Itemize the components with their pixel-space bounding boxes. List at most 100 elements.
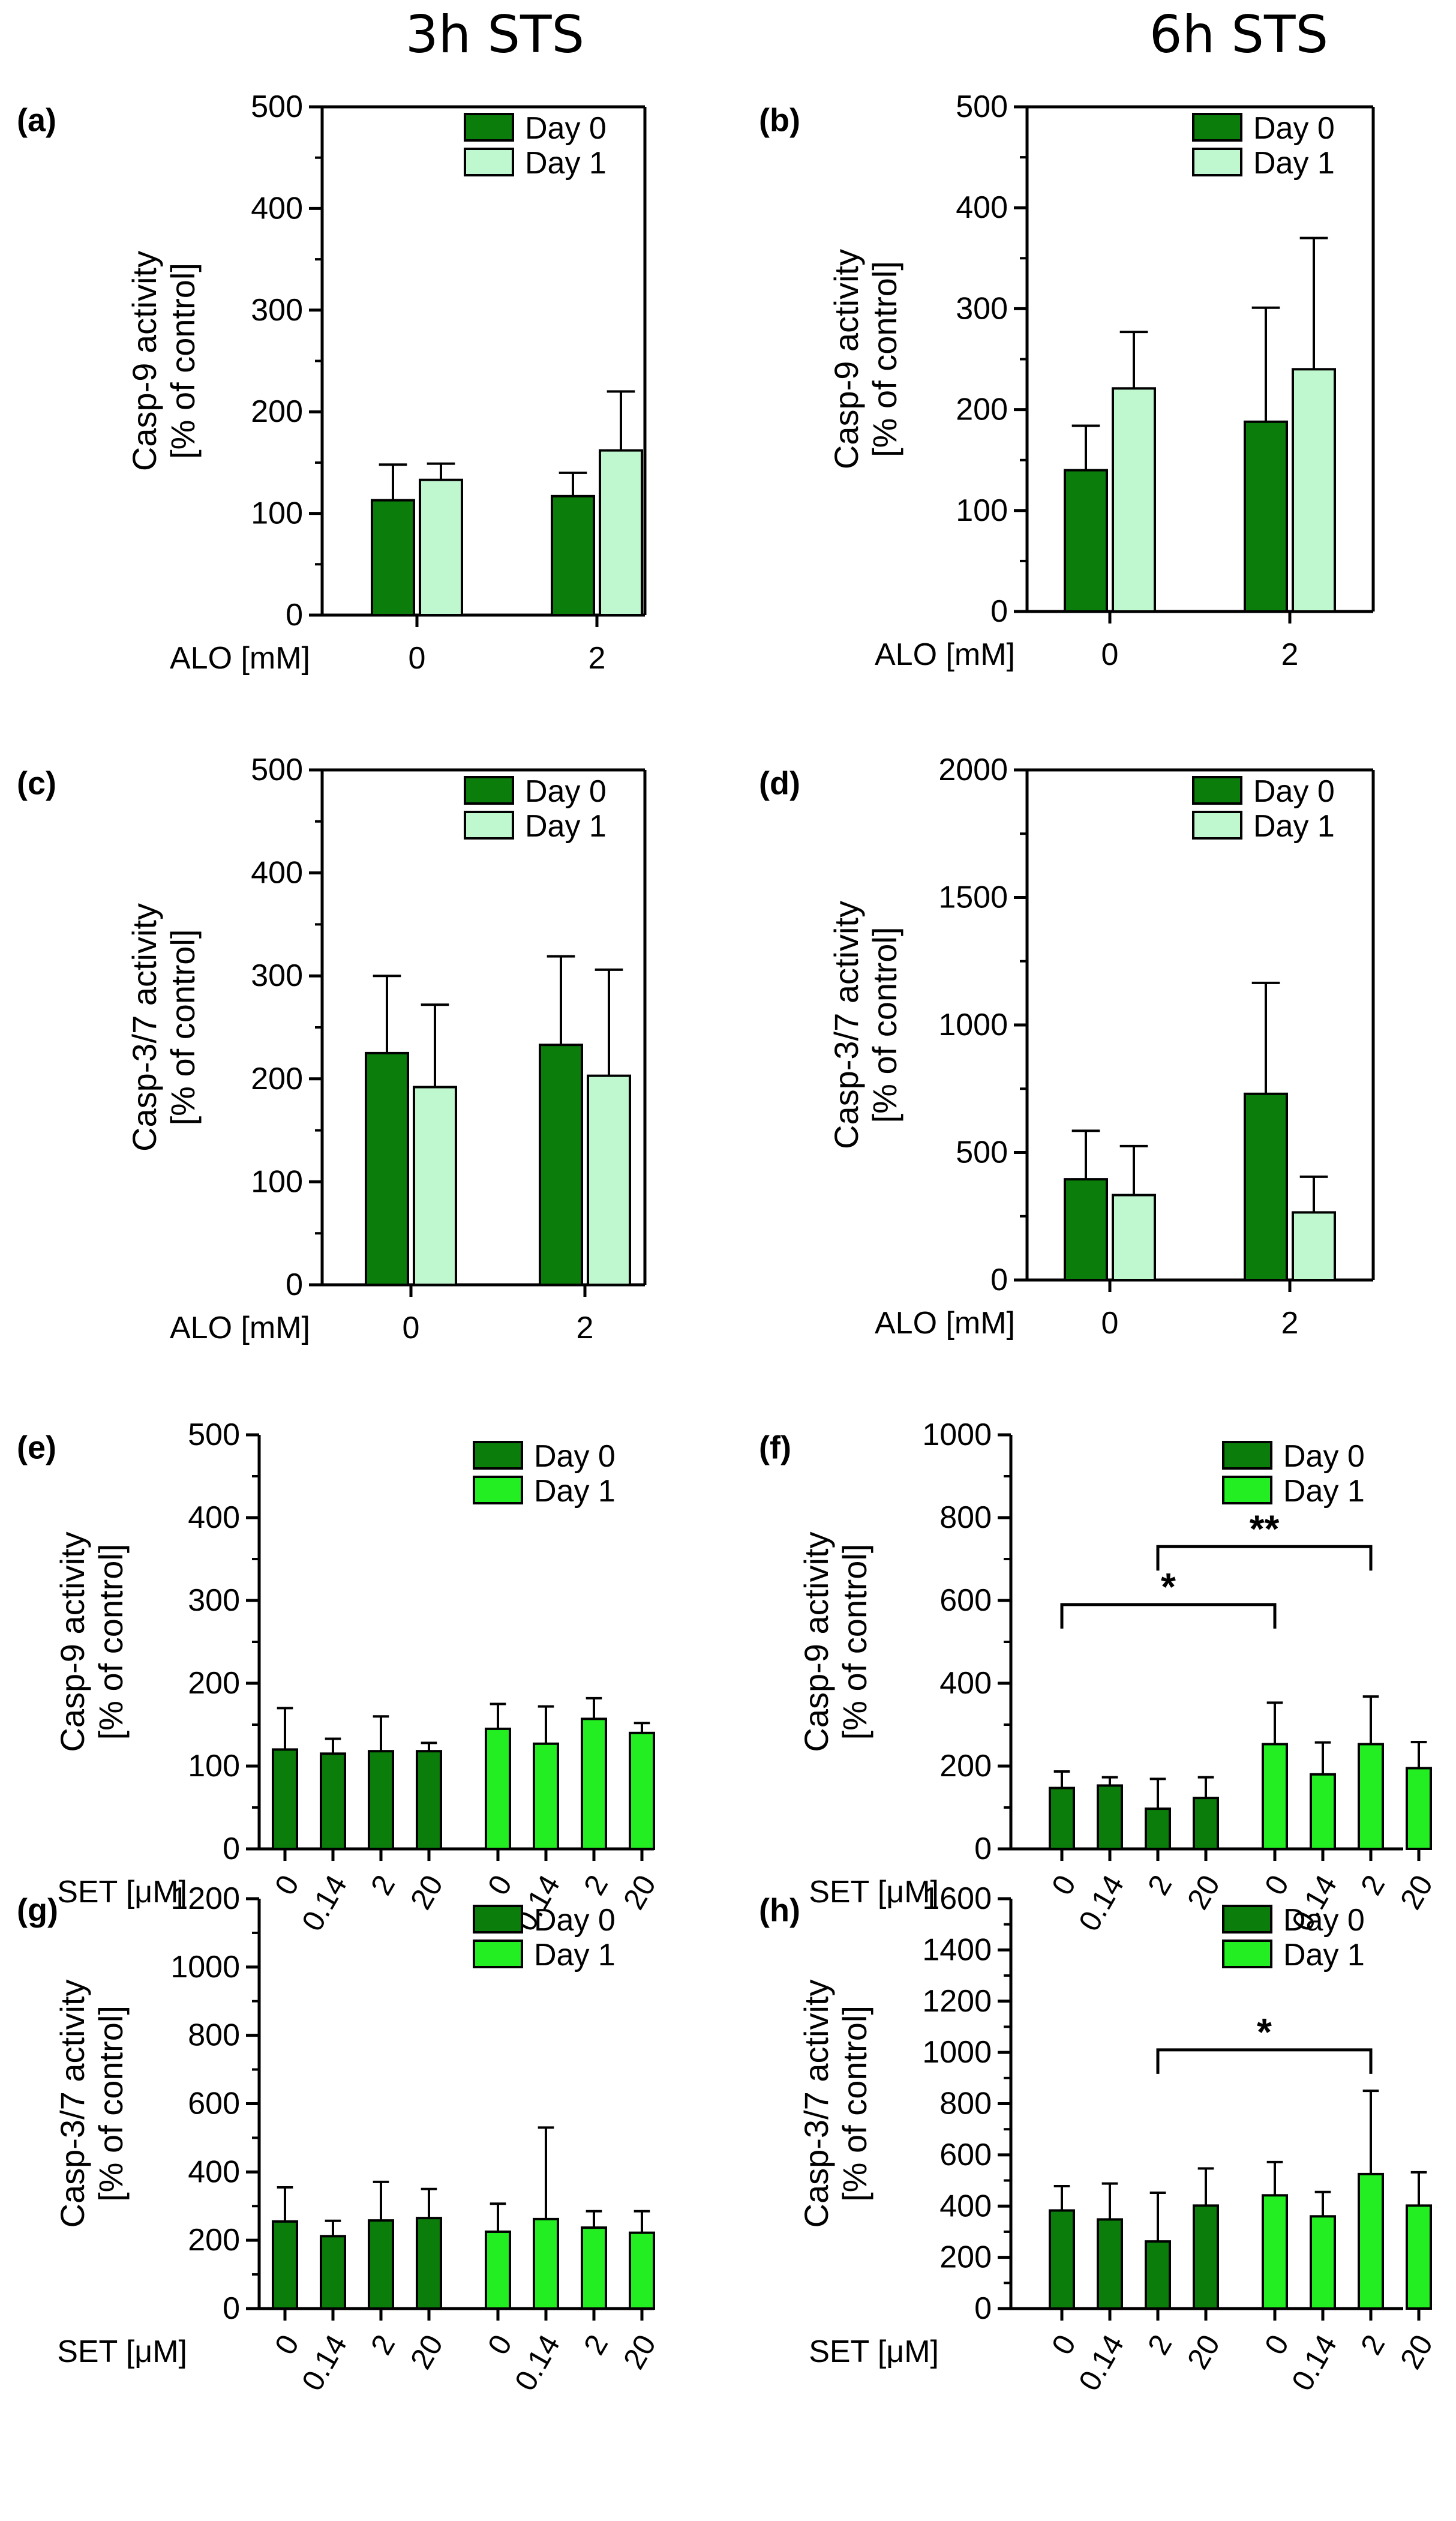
- bar: [551, 494, 595, 616]
- y-tick-label: 500: [251, 753, 303, 787]
- x-tick-label: 0: [1258, 2329, 1295, 2360]
- legend-label: Day 0: [1253, 774, 1335, 809]
- y-tick-label: 300: [188, 1583, 240, 1618]
- bar: [1262, 2194, 1288, 2310]
- y-tick-label: 300: [251, 958, 303, 993]
- y-tick-label: 0: [990, 1263, 1008, 1297]
- bar: [1064, 1178, 1108, 1281]
- y-tick-label: 1200: [922, 1984, 992, 2019]
- bar: [416, 2217, 442, 2310]
- y-tick-label: 0: [286, 1267, 303, 1302]
- legend-label: Day 0: [1283, 1903, 1365, 1938]
- bar: [416, 1750, 442, 1850]
- y-tick-label: 600: [939, 2138, 992, 2172]
- legend-label: Day 1: [525, 809, 607, 844]
- bar: [1262, 1743, 1288, 1850]
- bar: [1244, 420, 1288, 613]
- legend-label: Day 1: [1283, 1938, 1365, 1973]
- legend-label: Day 0: [1253, 111, 1335, 146]
- bar: [371, 499, 415, 616]
- x-tick-label: 0: [1045, 1869, 1082, 1901]
- bar: [1292, 1211, 1336, 1281]
- x-tick-label: 2: [364, 2329, 401, 2360]
- x-tick-label: 20: [404, 1869, 449, 1915]
- y-tick-label: 400: [188, 1500, 240, 1535]
- y-tick-label: 400: [956, 190, 1008, 225]
- y-axis-title-unit: [% of control]: [92, 1544, 130, 1740]
- y-tick-label: 100: [251, 1164, 303, 1199]
- bar: [1193, 1797, 1219, 1850]
- column-title-6h: 6h STS: [1149, 5, 1329, 65]
- y-tick-label: 300: [251, 293, 303, 328]
- x-axis-title: ALO [mM]: [875, 637, 1015, 672]
- x-tick-label: 2: [577, 1311, 594, 1345]
- y-tick-label: 0: [286, 598, 303, 633]
- x-tick-label: 0.14: [295, 2329, 353, 2396]
- y-tick-label: 0: [990, 594, 1008, 629]
- y-tick-label: 1400: [922, 1932, 992, 1967]
- y-tick-label: 100: [251, 496, 303, 531]
- y-tick-label: 800: [939, 2087, 992, 2121]
- bar: [1244, 1092, 1288, 1281]
- y-tick-label: 200: [188, 1666, 240, 1701]
- x-axis-title: SET [μM]: [809, 1875, 939, 1910]
- legend-swatch: [464, 776, 514, 805]
- y-tick-label: 200: [939, 2240, 992, 2275]
- y-tick-label: 500: [956, 89, 1008, 124]
- x-tick-label: 2: [589, 641, 606, 676]
- y-axis-title: Casp-3/7 activity: [125, 903, 163, 1152]
- legend-swatch: [1192, 776, 1242, 805]
- legend-swatch: [1192, 148, 1242, 176]
- y-tick-label: 400: [251, 191, 303, 226]
- y-tick-label: 200: [251, 394, 303, 429]
- y-tick-label: 300: [956, 291, 1008, 326]
- bar: [485, 1727, 511, 1850]
- x-axis-title: ALO [mM]: [875, 1306, 1015, 1341]
- y-tick-label: 1000: [922, 1417, 992, 1452]
- x-axis-title: SET [μM]: [57, 1875, 187, 1910]
- x-tick-label: 20: [1394, 2329, 1439, 2375]
- y-axis-title-unit: [% of control]: [164, 930, 202, 1126]
- legend-label: Day 1: [1253, 809, 1335, 844]
- bar: [1049, 2209, 1075, 2310]
- legend-swatch: [1222, 1441, 1272, 1470]
- bar: [1049, 1786, 1075, 1851]
- bar: [365, 1051, 409, 1287]
- y-tick-label: 1000: [938, 1008, 1008, 1042]
- legend-swatch: [473, 1940, 523, 1968]
- bar: [413, 1086, 457, 1286]
- y-axis-title-unit: [% of control]: [866, 927, 903, 1123]
- panel-label: (f): [759, 1429, 791, 1465]
- y-tick-label: 0: [974, 2291, 992, 2326]
- x-tick-label: 20: [617, 1869, 662, 1915]
- bar: [1406, 1767, 1432, 1850]
- y-tick-label: 1500: [938, 880, 1008, 915]
- x-tick-label: 0: [1101, 1306, 1119, 1341]
- y-tick-label: 1600: [922, 1881, 992, 1916]
- panel-label: (h): [759, 1892, 800, 1928]
- y-tick-label: 500: [956, 1135, 1008, 1170]
- legend-swatch: [1222, 1940, 1272, 1968]
- y-axis-title: Casp-9 activity: [827, 249, 865, 469]
- y-axis-title: Casp-3/7 activity: [827, 901, 865, 1149]
- y-tick-label: 1000: [170, 1950, 240, 1985]
- x-tick-label: 20: [404, 2329, 449, 2375]
- x-tick-label: 0: [1045, 2329, 1082, 2360]
- significance-label: *: [1257, 2010, 1272, 2054]
- bar: [1145, 2240, 1171, 2310]
- y-axis-title-unit: [% of control]: [866, 261, 903, 457]
- significance-label: *: [1161, 1565, 1176, 1608]
- x-axis-title: SET [μM]: [57, 2334, 187, 2369]
- x-tick-label: 2: [1141, 2329, 1178, 2360]
- y-tick-label: 200: [188, 2223, 240, 2258]
- x-axis-title: ALO [mM]: [170, 641, 310, 676]
- legend-label: Day 1: [1283, 1474, 1365, 1509]
- x-tick-label: 2: [577, 1869, 614, 1901]
- bar: [1358, 1743, 1384, 1850]
- y-tick-label: 400: [251, 856, 303, 891]
- y-tick-label: 1200: [170, 1881, 240, 1916]
- legend-swatch: [464, 113, 514, 142]
- x-tick-label: 0: [481, 2329, 518, 2360]
- x-tick-label: 2: [1354, 2329, 1391, 2360]
